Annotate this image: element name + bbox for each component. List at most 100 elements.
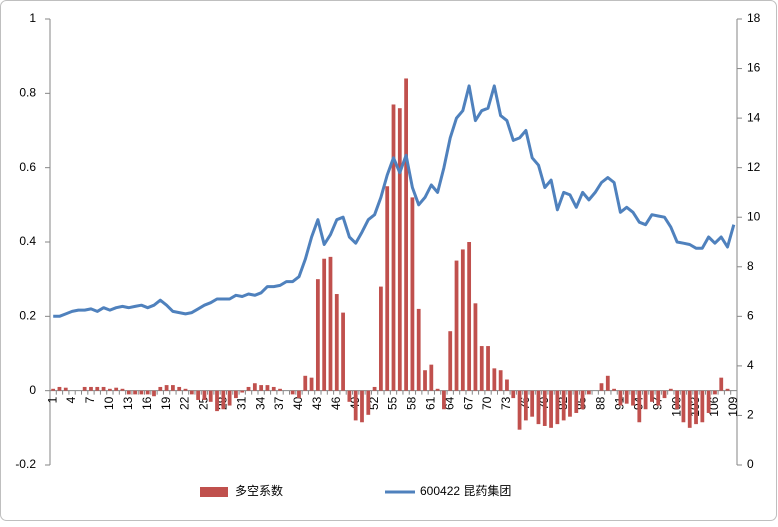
bar (454, 260, 459, 391)
x-tick-label: 16 (140, 396, 154, 410)
x-tick-label: 10 (102, 396, 116, 410)
bar (89, 386, 93, 391)
bar (152, 390, 156, 397)
x-tick-label: 19 (159, 396, 173, 410)
bar (303, 375, 308, 391)
x-tick-label: 55 (386, 396, 400, 410)
bar (568, 390, 572, 417)
bar (586, 390, 591, 395)
bar (675, 390, 680, 410)
y2-tick-label: 0 (747, 457, 754, 471)
bar (656, 390, 661, 406)
bar (486, 346, 490, 391)
x-tick-label: 58 (405, 396, 419, 410)
bar (360, 390, 364, 423)
bar (706, 390, 711, 413)
bar (385, 186, 390, 391)
bar (599, 383, 604, 391)
bar (404, 78, 408, 391)
bar (278, 388, 282, 391)
y2-tick-label: 12 (747, 160, 761, 174)
x-tick-label: 22 (178, 396, 192, 410)
bar (315, 279, 320, 391)
bar (353, 390, 358, 421)
bar (517, 390, 522, 430)
bar (429, 364, 434, 391)
bar (505, 379, 509, 391)
bar (492, 368, 497, 391)
bar (259, 385, 264, 391)
bar (423, 370, 427, 391)
y-tick-label: 0.8 (19, 86, 36, 100)
bar (416, 308, 421, 391)
y-tick-label: -0.2 (15, 457, 36, 471)
bar (700, 390, 705, 423)
bar (725, 388, 730, 391)
bar (133, 390, 137, 395)
bar (536, 390, 541, 425)
y-tick-label: 0.4 (19, 234, 36, 248)
bar (694, 390, 698, 425)
bar (63, 387, 68, 391)
x-tick-label: 70 (480, 396, 494, 410)
bar (650, 390, 654, 402)
y-tick-label: 0 (29, 383, 36, 397)
bar (523, 390, 528, 421)
bar (82, 386, 87, 391)
bar (555, 390, 560, 425)
x-tick-label: 88 (594, 396, 608, 410)
x-tick-label: 13 (121, 396, 135, 410)
bar (290, 390, 295, 395)
bar (265, 385, 270, 391)
legend-swatch (200, 487, 228, 497)
bar (347, 390, 352, 402)
bar (189, 390, 194, 395)
bar (101, 386, 106, 391)
bar (687, 390, 692, 428)
bar (234, 390, 238, 399)
bar (51, 388, 56, 391)
bar (561, 390, 566, 421)
bar (164, 385, 169, 391)
bar (397, 108, 402, 391)
y2-tick-label: 8 (747, 259, 754, 273)
y2-tick-label: 6 (747, 309, 754, 323)
bar (460, 249, 465, 391)
y2-tick-label: 2 (747, 408, 754, 422)
bar (662, 390, 667, 399)
bar (681, 390, 686, 423)
bar (208, 390, 213, 402)
bar (252, 383, 257, 391)
y2-tick-label: 4 (747, 358, 754, 372)
x-tick-label: 67 (461, 396, 475, 410)
y2-tick-label: 14 (747, 110, 761, 124)
bar (391, 104, 396, 391)
bar (322, 258, 327, 391)
bar (297, 390, 301, 399)
bar (624, 390, 629, 404)
bar (215, 390, 219, 412)
bar (467, 242, 472, 391)
bar (713, 390, 717, 395)
bar (498, 370, 503, 391)
bar (479, 346, 484, 391)
bar (177, 386, 182, 391)
bar (379, 286, 383, 391)
bar (435, 388, 440, 391)
bar (549, 390, 553, 428)
bar (95, 386, 100, 391)
x-tick-label: 43 (310, 396, 324, 410)
bar (719, 377, 724, 391)
bar (246, 386, 251, 391)
bar (668, 388, 673, 391)
bar (145, 390, 150, 395)
x-tick-label: 73 (499, 396, 513, 410)
y2-tick-label: 18 (747, 11, 761, 25)
x-tick-label: 64 (442, 396, 456, 410)
bar (605, 375, 610, 391)
bar (196, 390, 201, 400)
y2-tick-label: 10 (747, 209, 761, 223)
bar (57, 386, 62, 391)
bar (334, 294, 339, 391)
bar (271, 386, 276, 391)
